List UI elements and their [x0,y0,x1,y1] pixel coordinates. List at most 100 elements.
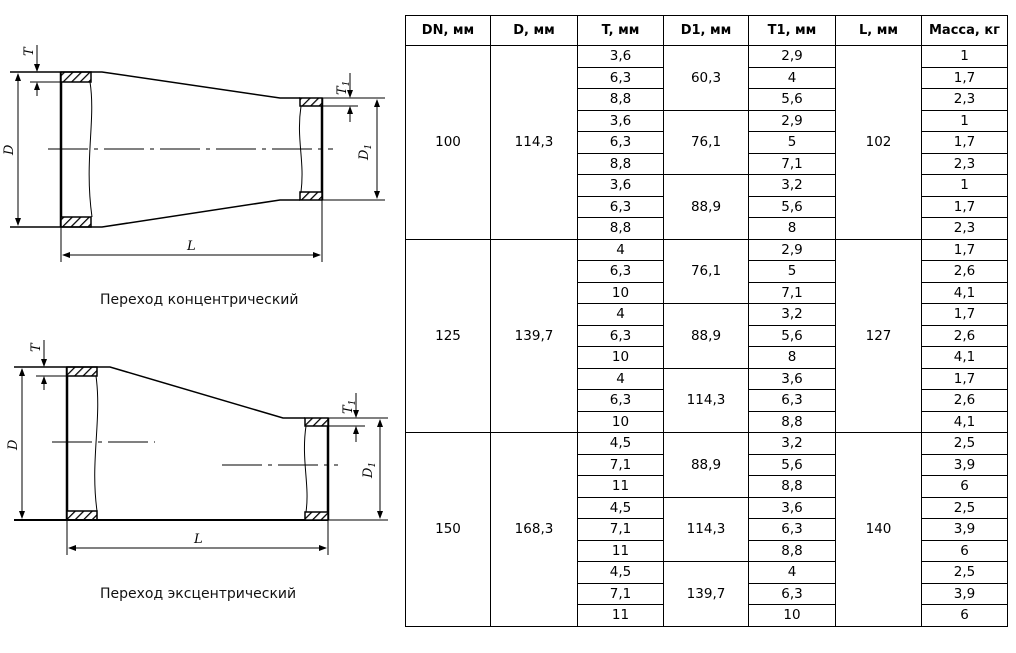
cell-t1: 2,9 [748,109,836,132]
cell-mass: 1,7 [921,367,1008,390]
cell-t: 8,8 [577,88,664,111]
cell-mass: 1,7 [921,195,1008,218]
cell-mass: 4,1 [921,410,1008,433]
cell-t1: 5,6 [748,88,836,111]
table-row: 4 114,3 3,6 1,7 [406,367,1008,433]
table-row: 150 168,3 4,5 88,9 3,2 140 2,5 [405,432,1008,627]
cell-mass: 3,9 [921,518,1008,541]
cell-t1: 8,8 [748,475,836,498]
cell-t1: 6,3 [748,518,836,541]
cell-d1: 60,3 [663,45,749,111]
table-row: 100 114,3 3,6 60,3 2,9 102 1 [405,45,1008,240]
cell-mass: 2,5 [921,561,1008,584]
cell-t: 6,3 [577,131,664,154]
table-row: 4,5 114,3 3,6 2,5 [406,496,1008,562]
header-mass: Масса, кг [921,15,1008,46]
concentric-reducer-drawing: D D1 L T T1 [2,45,385,262]
cell-t: 10 [577,346,664,369]
dimension-l-label: L [186,239,196,254]
cell-t1: 8 [748,346,836,369]
cell-mass: 2,6 [921,260,1008,283]
header-d1: D1, мм [663,15,749,46]
cell-t1: 8 [748,217,836,240]
cell-t: 6,3 [577,195,664,218]
cell-t1: 2,9 [748,238,836,261]
dimension-t1-label: T1 [335,81,352,95]
cell-mass: 2,5 [921,496,1008,519]
cell-t1: 8,8 [748,410,836,433]
cell-t: 4 [577,303,664,326]
dimension-t-label: T [29,342,44,352]
cell-d1: 88,9 [663,174,749,240]
cell-t: 4,5 [577,496,664,519]
cell-t1: 2,9 [748,45,836,68]
cell-mass: 1 [921,174,1008,197]
cell-t1: 4 [748,561,836,584]
reducer-drawings: D D1 L T T1 D D1 [2,45,388,555]
cell-mass: 2,6 [921,324,1008,347]
dimension-l-label: L [193,532,203,547]
cell-mass: 2,6 [921,389,1008,412]
dimension-d1-label: D1 [361,462,378,479]
cell-t: 3,6 [577,174,664,197]
cell-t: 8,8 [577,217,664,240]
cell-t: 10 [577,410,664,433]
header-l: L, мм [835,15,922,46]
cell-t: 6,3 [577,389,664,412]
cell-t: 4 [577,367,664,390]
table-row: 8,8 5,6 2,3 [406,88,1008,111]
cell-t: 11 [577,539,664,562]
table-row: 7,1 6,3 3,9 [406,518,1008,541]
cell-d: 139,7 [490,238,578,433]
cell-t: 7,1 [577,453,664,476]
dimension-t-label: T [22,46,37,56]
cell-t1: 10 [748,604,836,627]
cell-t: 11 [577,475,664,498]
cell-d1: 76,1 [663,238,749,304]
header-t: T, мм [577,15,664,46]
cell-l: 140 [835,432,922,627]
cell-mass: 1 [921,109,1008,132]
cell-dn: 150 [405,432,491,627]
cell-mass: 3,9 [921,453,1008,476]
cell-t1: 3,2 [748,432,836,455]
cell-t: 4 [577,238,664,261]
concentric-caption: Переход концентрический [100,292,299,308]
dimension-t1-label: T1 [341,400,358,414]
cell-t: 8,8 [577,152,664,175]
eccentric-reducer-drawing: D D1 L T T1 [6,340,388,555]
table-row: 6,3 5 2,6 [406,260,1008,283]
table-row: 4,5 139,7 4 2,5 [406,561,1008,627]
table-row: 6,3 4 1,7 [406,66,1008,89]
cell-mass: 2,5 [921,432,1008,455]
cell-d1: 76,1 [663,109,749,175]
table-row: 6,3 5,6 2,6 [406,324,1008,347]
cell-d1: 88,9 [663,432,749,498]
cell-t: 3,6 [577,45,664,68]
cell-t1: 7,1 [748,152,836,175]
cell-t1: 7,1 [748,281,836,304]
header-d: D, мм [490,15,578,46]
cell-mass: 2,3 [921,152,1008,175]
table-row: 10 7,1 4,1 [406,281,1008,304]
table-row: 3,6 76,1 2,9 1 [406,109,1008,175]
cell-t: 7,1 [577,582,664,605]
cell-l: 127 [835,238,922,433]
cell-mass: 6 [921,475,1008,498]
cell-d1: 139,7 [663,561,749,627]
cell-l: 102 [835,45,922,240]
cell-t: 4,5 [577,432,664,455]
cell-mass: 1,7 [921,66,1008,89]
cell-mass: 1 [921,45,1008,68]
header-t1: T1, мм [748,15,836,46]
cell-t: 4,5 [577,561,664,584]
table-row: 125 139,7 4 76,1 2,9 127 1,7 [405,238,1008,433]
cell-mass: 6 [921,539,1008,562]
cell-t: 6,3 [577,66,664,89]
table-row: 6,3 5,6 1,7 [406,195,1008,218]
table-header-row: DN, мм D, мм T, мм D1, мм T1, мм L, мм М… [405,15,1008,46]
cell-mass: 1,7 [921,303,1008,326]
cell-t1: 3,2 [748,303,836,326]
table-row: 11 10 6 [406,604,1008,627]
cell-dn: 125 [405,238,491,433]
